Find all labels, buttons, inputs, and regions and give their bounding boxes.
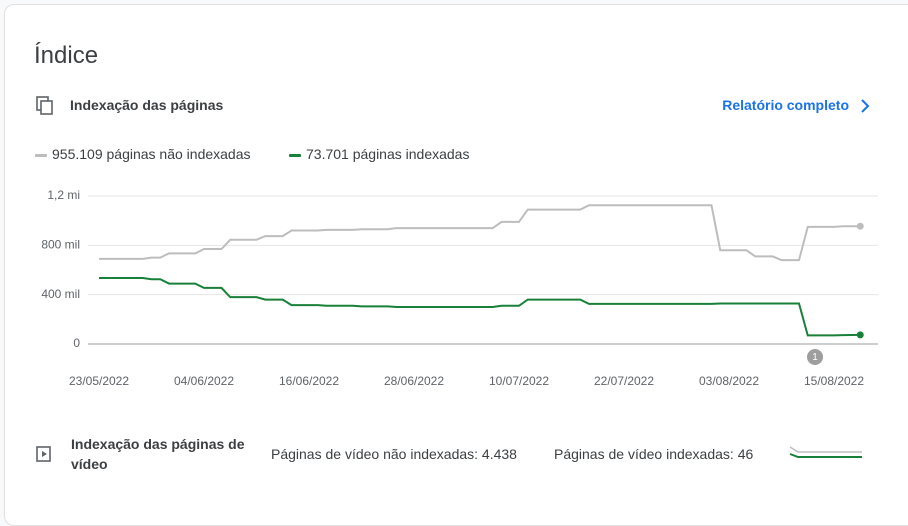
x-tick-label: 28/06/2022: [384, 374, 444, 388]
legend-label: 73.701 páginas indexadas: [306, 146, 470, 162]
annotation-marker: [807, 349, 823, 365]
pages-icon: [36, 96, 53, 115]
section-title: Indexação das páginas: [70, 97, 224, 113]
y-tick-label: 1,2 mi: [47, 188, 80, 202]
y-tick-label: 800 mil: [41, 238, 80, 252]
x-tick-label: 22/07/2022: [594, 374, 654, 388]
y-tick-label: 400 mil: [41, 287, 80, 301]
legend-swatch: [35, 153, 47, 157]
series-line: [99, 204, 861, 262]
full-report-link[interactable]: Relatório completo: [722, 97, 849, 113]
x-tick-label: 04/06/2022: [174, 374, 234, 388]
legend-item[interactable]: 73.701 páginas indexadas: [289, 146, 469, 162]
x-tick-label: 15/08/2022: [804, 374, 864, 388]
x-tick-label: 10/07/2022: [489, 374, 549, 388]
page: Índice Indexação das páginas Relatório c…: [4, 4, 908, 526]
legend-label: 955.109 páginas não indexadas: [52, 146, 251, 162]
end-point: [856, 331, 864, 339]
video-icon: [36, 446, 51, 462]
y-tick-label: 0: [73, 336, 80, 350]
x-tick-label: 16/06/2022: [279, 374, 339, 388]
video-sparkline: [789, 446, 862, 458]
chart: 0 400 mil 800 mil 1,2 mi 23/05/2022 04/06/202…: [41, 188, 878, 388]
video-indexed: Páginas de vídeo indexadas: 46: [554, 446, 754, 462]
legend-swatch: [289, 153, 301, 157]
series-line: [99, 277, 861, 337]
video-not-indexed: Páginas de vídeo não indexadas: 4.438: [271, 446, 517, 462]
x-tick-label: 23/05/2022: [69, 374, 129, 388]
chevron-icon[interactable]: [858, 98, 872, 114]
card: [4, 4, 908, 526]
annotation-label: 1: [812, 352, 818, 363]
x-tick-label: 03/08/2022: [699, 374, 759, 388]
video-title: Indexação das páginas de vídeo: [71, 436, 245, 472]
legend-item[interactable]: 955.109 páginas não indexadas: [35, 146, 251, 162]
page-title: Índice: [34, 42, 99, 69]
end-point: [856, 222, 864, 230]
